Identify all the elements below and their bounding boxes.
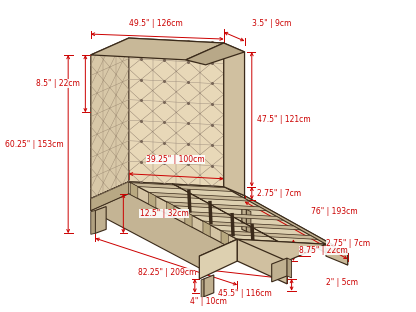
Text: 47.5" | 121cm: 47.5" | 121cm [257, 115, 311, 124]
Text: 82.25" | 209cm: 82.25" | 209cm [138, 268, 196, 277]
Polygon shape [199, 239, 326, 261]
Polygon shape [185, 212, 283, 220]
Polygon shape [246, 210, 251, 233]
Polygon shape [91, 182, 129, 211]
Text: 12.5" | 32cm: 12.5" | 32cm [140, 209, 188, 218]
Text: 45.5" | 116cm: 45.5" | 116cm [218, 289, 271, 298]
Polygon shape [91, 182, 237, 256]
Text: 2.75" | 7cm: 2.75" | 7cm [257, 189, 301, 198]
Text: 2.75" | 7cm: 2.75" | 7cm [326, 239, 370, 248]
Polygon shape [221, 231, 228, 246]
Polygon shape [201, 279, 204, 298]
Polygon shape [203, 221, 300, 230]
Text: 8.75" | 22cm: 8.75" | 22cm [299, 246, 348, 255]
Polygon shape [221, 231, 317, 239]
Polygon shape [131, 183, 138, 198]
Polygon shape [203, 221, 210, 237]
Text: 4" | 10cm: 4" | 10cm [190, 297, 227, 306]
Polygon shape [149, 192, 156, 208]
Polygon shape [91, 38, 129, 199]
Polygon shape [224, 43, 245, 196]
Text: 60.25" | 153cm: 60.25" | 153cm [5, 139, 64, 149]
Polygon shape [91, 194, 237, 268]
Polygon shape [237, 239, 287, 284]
Text: 76" | 193cm: 76" | 193cm [312, 207, 358, 216]
Polygon shape [186, 43, 245, 65]
Text: 2" | 5cm: 2" | 5cm [326, 278, 358, 287]
Polygon shape [326, 244, 348, 265]
Polygon shape [272, 258, 287, 282]
Polygon shape [167, 202, 174, 217]
Polygon shape [185, 212, 192, 227]
Polygon shape [172, 184, 282, 243]
Text: 8.5" | 22cm: 8.5" | 22cm [36, 79, 80, 88]
Polygon shape [91, 38, 224, 60]
Polygon shape [224, 187, 348, 253]
Polygon shape [149, 192, 249, 201]
Polygon shape [287, 258, 292, 278]
Polygon shape [245, 196, 348, 265]
Polygon shape [204, 275, 214, 297]
Text: 3.5" | 9cm: 3.5" | 9cm [252, 19, 291, 28]
Polygon shape [242, 207, 246, 231]
Polygon shape [91, 182, 129, 211]
Polygon shape [129, 38, 224, 187]
Polygon shape [129, 182, 326, 244]
Polygon shape [199, 239, 237, 279]
Text: 49.5" | 126cm: 49.5" | 126cm [129, 19, 183, 28]
Polygon shape [91, 211, 95, 234]
Polygon shape [95, 207, 106, 233]
Polygon shape [167, 202, 266, 211]
Polygon shape [131, 183, 232, 192]
Text: 39.25" | 100cm: 39.25" | 100cm [146, 155, 205, 164]
